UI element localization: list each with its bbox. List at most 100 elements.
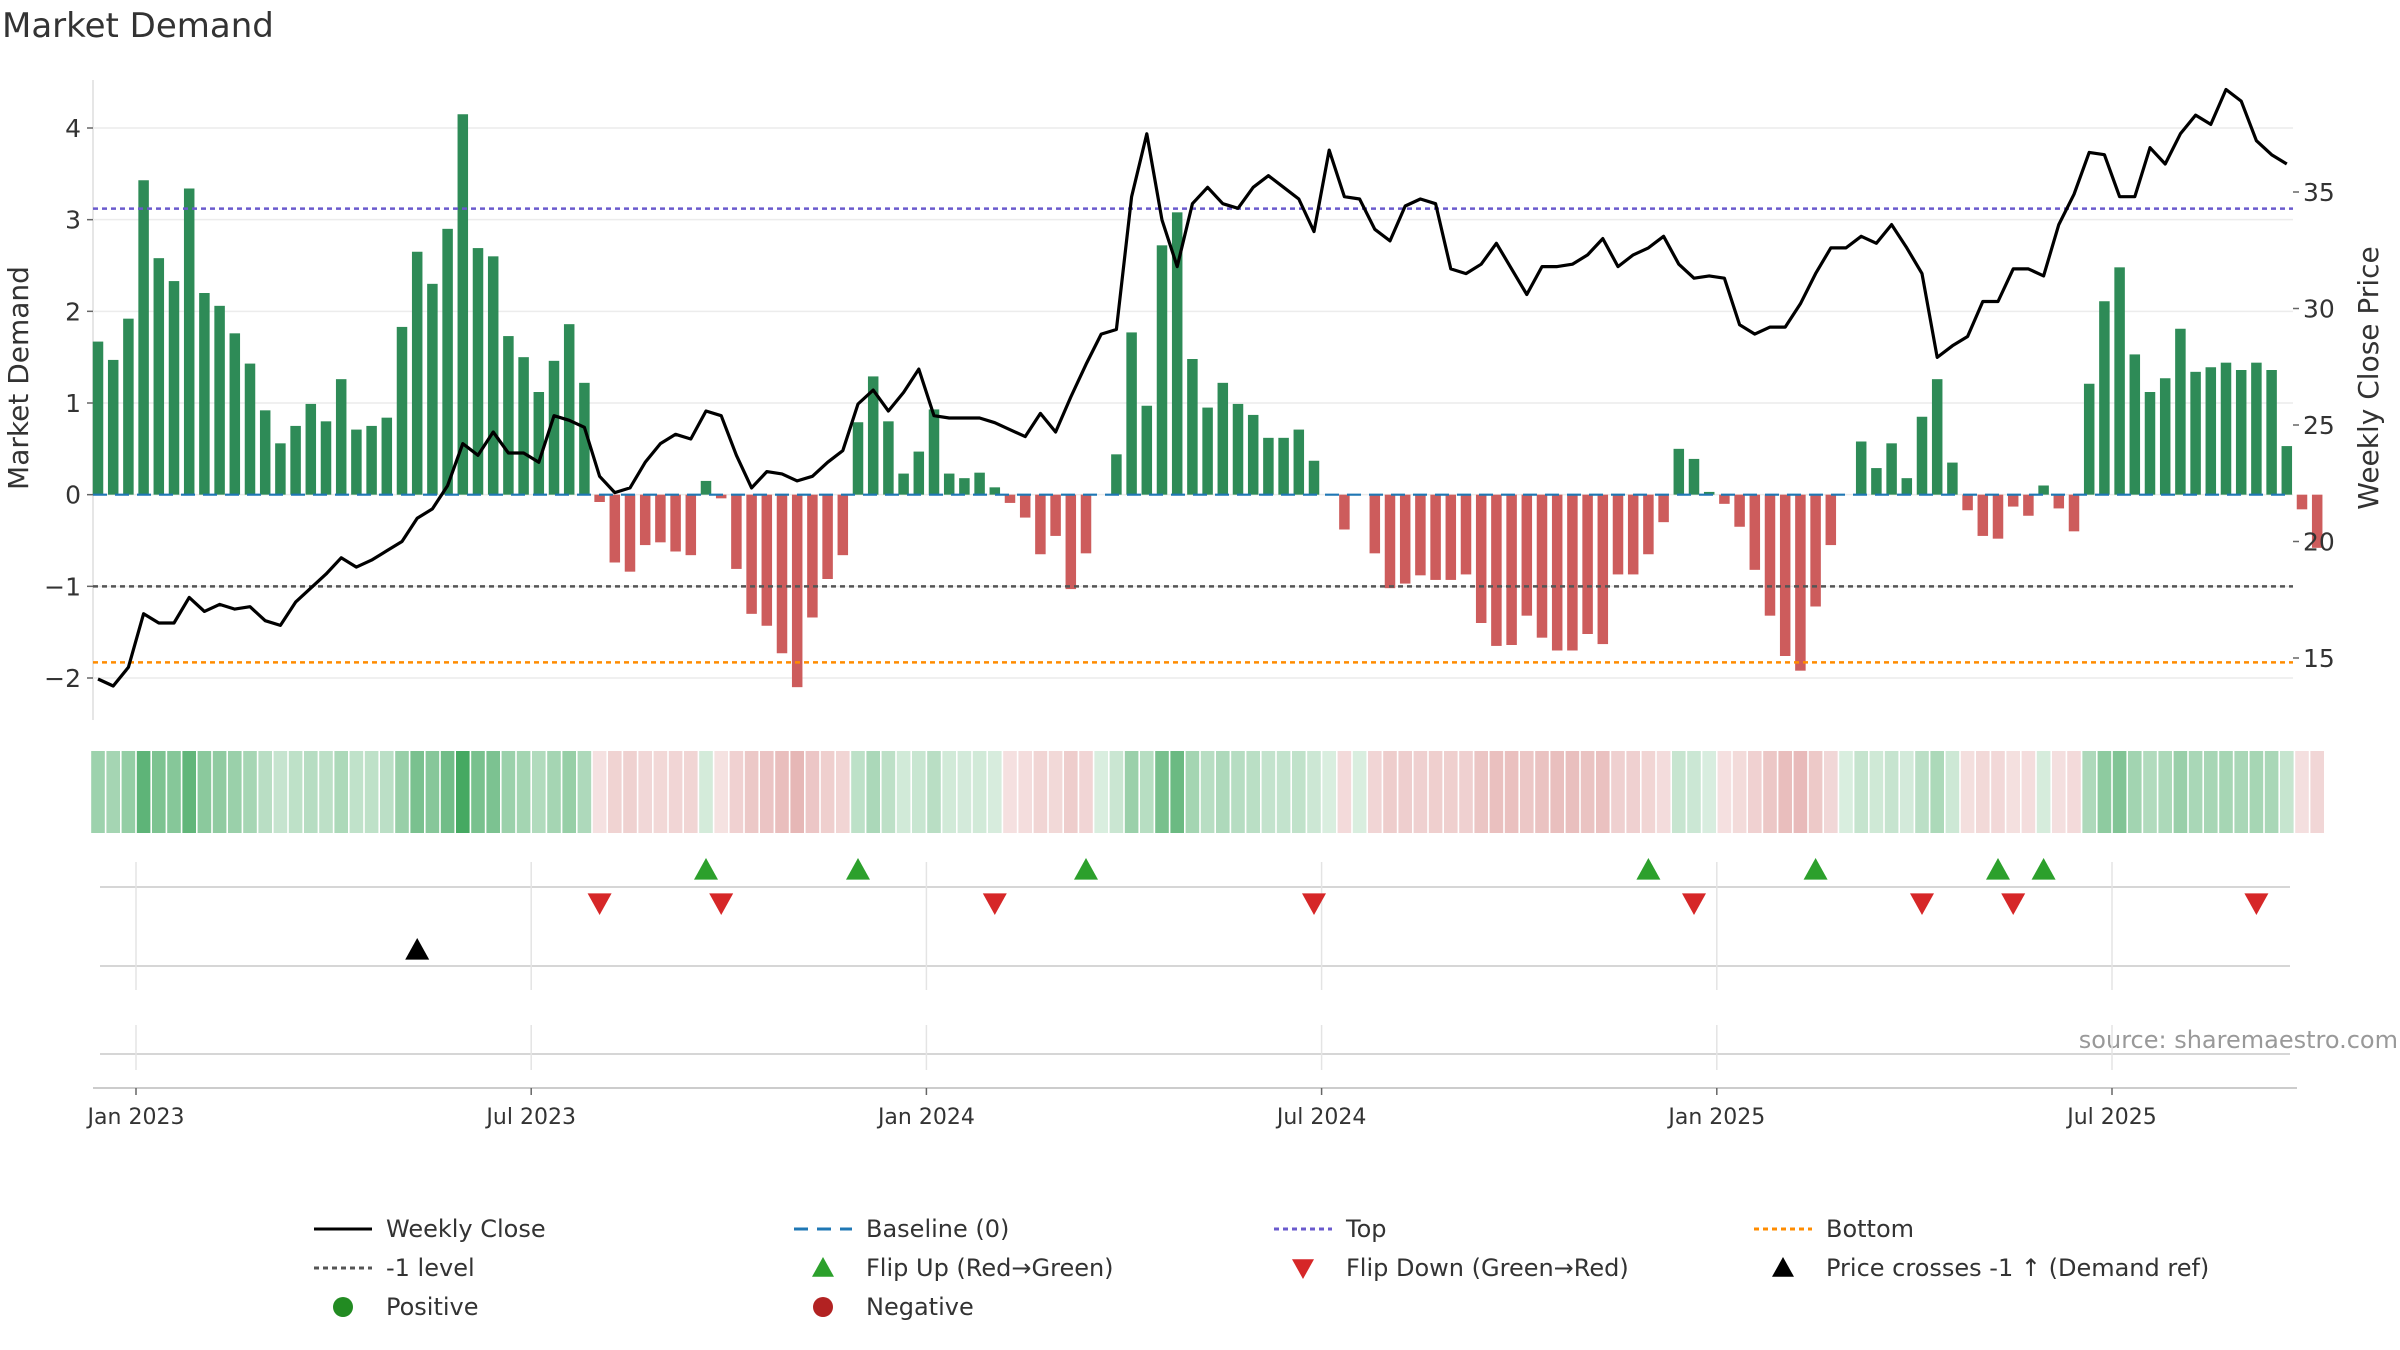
demand-bar bbox=[1293, 429, 1305, 495]
legend-swatch bbox=[1292, 1259, 1314, 1279]
heat-cell bbox=[2188, 751, 2203, 833]
heat-cell bbox=[1884, 751, 1899, 833]
reference-lines bbox=[93, 207, 2293, 664]
heat-cell bbox=[182, 751, 196, 833]
heat-cell bbox=[1337, 751, 1352, 833]
demand-bar bbox=[1749, 494, 1761, 570]
demand-bar bbox=[563, 324, 575, 495]
heat-cell bbox=[2143, 751, 2157, 833]
heat-cell bbox=[2249, 751, 2264, 833]
demand-bar bbox=[138, 180, 149, 495]
y-tick-label: 1 bbox=[65, 389, 81, 418]
heat-cell bbox=[106, 751, 120, 833]
demand-bar bbox=[472, 248, 484, 495]
heat-cell bbox=[2006, 751, 2020, 833]
flip-up-marker bbox=[1074, 858, 1098, 880]
demand-bar bbox=[1004, 494, 1016, 503]
demand-bar bbox=[183, 188, 195, 495]
heat-cell bbox=[790, 751, 804, 833]
demand-bar bbox=[867, 376, 879, 495]
y2-tick-label: 25 bbox=[2303, 411, 2335, 440]
demand-bar bbox=[791, 494, 803, 688]
demand-bar bbox=[761, 494, 773, 626]
demand-bar bbox=[92, 341, 104, 495]
demand-bar bbox=[2038, 485, 2049, 495]
demand-bar bbox=[2129, 354, 2141, 495]
heat-cell bbox=[866, 751, 880, 833]
demand-bar bbox=[1247, 414, 1259, 495]
demand-bar bbox=[1339, 494, 1350, 530]
demand-bar bbox=[1901, 478, 1913, 495]
heat-cell bbox=[1170, 751, 1184, 833]
y-tick-label: 2 bbox=[65, 297, 81, 326]
heat-cell bbox=[273, 751, 288, 833]
heat-cell bbox=[2067, 751, 2081, 833]
demand-bar bbox=[1187, 359, 1198, 495]
flip-up-marker bbox=[1636, 858, 1661, 880]
heat-cell bbox=[1717, 751, 1732, 833]
heat-cell bbox=[1216, 751, 1230, 833]
heat-cell bbox=[729, 751, 744, 833]
legend-swatch bbox=[1772, 1257, 1794, 1277]
legend-label: Flip Down (Green→Red) bbox=[1346, 1254, 1629, 1282]
demand-bar bbox=[2159, 378, 2171, 495]
flip-up-marker bbox=[694, 858, 718, 880]
demand-bar bbox=[1962, 494, 1973, 511]
demand-bar bbox=[1384, 494, 1396, 589]
demand-bar bbox=[1415, 494, 1426, 576]
heat-cell bbox=[1702, 751, 1716, 833]
heat-cell bbox=[1550, 751, 1564, 833]
heat-cell bbox=[395, 751, 409, 833]
heat-cell bbox=[1307, 751, 1321, 833]
demand-bar bbox=[442, 228, 453, 495]
legend-swatch bbox=[813, 1297, 833, 1317]
heat-cell bbox=[1276, 751, 1291, 833]
demand-bar bbox=[1369, 494, 1381, 554]
heat-cell bbox=[1094, 751, 1108, 833]
weekly-close-line bbox=[97, 87, 2288, 688]
demand-bar bbox=[807, 494, 818, 618]
heat-cell bbox=[1991, 751, 2005, 833]
demand-bars bbox=[92, 114, 2323, 688]
demand-bar bbox=[2114, 267, 2125, 495]
heat-cell bbox=[1033, 751, 1048, 833]
heat-cell bbox=[197, 751, 212, 833]
heat-cell bbox=[2280, 751, 2294, 833]
heat-cell bbox=[942, 751, 956, 833]
demand-bar bbox=[685, 494, 697, 556]
demand-bar bbox=[1126, 332, 1137, 495]
heat-cell bbox=[2173, 751, 2188, 833]
heat-cell bbox=[486, 751, 500, 833]
heat-cell bbox=[547, 751, 561, 833]
legend-label: -1 level bbox=[386, 1254, 475, 1282]
heat-cell bbox=[1428, 751, 1443, 833]
demand-bar bbox=[1871, 468, 1882, 495]
demand-bar bbox=[746, 494, 757, 614]
demand-bar bbox=[1886, 443, 1897, 495]
y-tick-label: 0 bbox=[65, 481, 81, 510]
heat-cell bbox=[1930, 751, 1944, 833]
heat-cell bbox=[1444, 751, 1458, 833]
heat-cell bbox=[988, 751, 1002, 833]
signal-panels bbox=[93, 858, 2297, 1089]
demand-bar bbox=[457, 114, 469, 495]
heat-cell bbox=[425, 751, 440, 833]
heat-cell bbox=[805, 751, 820, 833]
demand-bar bbox=[2175, 328, 2186, 495]
heat-cell bbox=[760, 751, 774, 833]
demand-bar bbox=[275, 443, 286, 495]
x-tick-label: Jan 2023 bbox=[86, 1105, 185, 1130]
demand-bar bbox=[1202, 407, 1213, 495]
demand-bar bbox=[2007, 494, 2019, 507]
heat-cell bbox=[577, 751, 592, 833]
demand-bar bbox=[2205, 367, 2217, 495]
heat-cell bbox=[228, 751, 242, 833]
heat-cell bbox=[1839, 751, 1853, 833]
heat-cell bbox=[820, 751, 835, 833]
demand-bar bbox=[959, 478, 970, 495]
flip-down-marker bbox=[587, 893, 612, 915]
demand-bar bbox=[700, 480, 712, 495]
heat-cell bbox=[623, 751, 637, 833]
flip-up-marker bbox=[1986, 858, 2010, 880]
heat-cell bbox=[912, 751, 926, 833]
